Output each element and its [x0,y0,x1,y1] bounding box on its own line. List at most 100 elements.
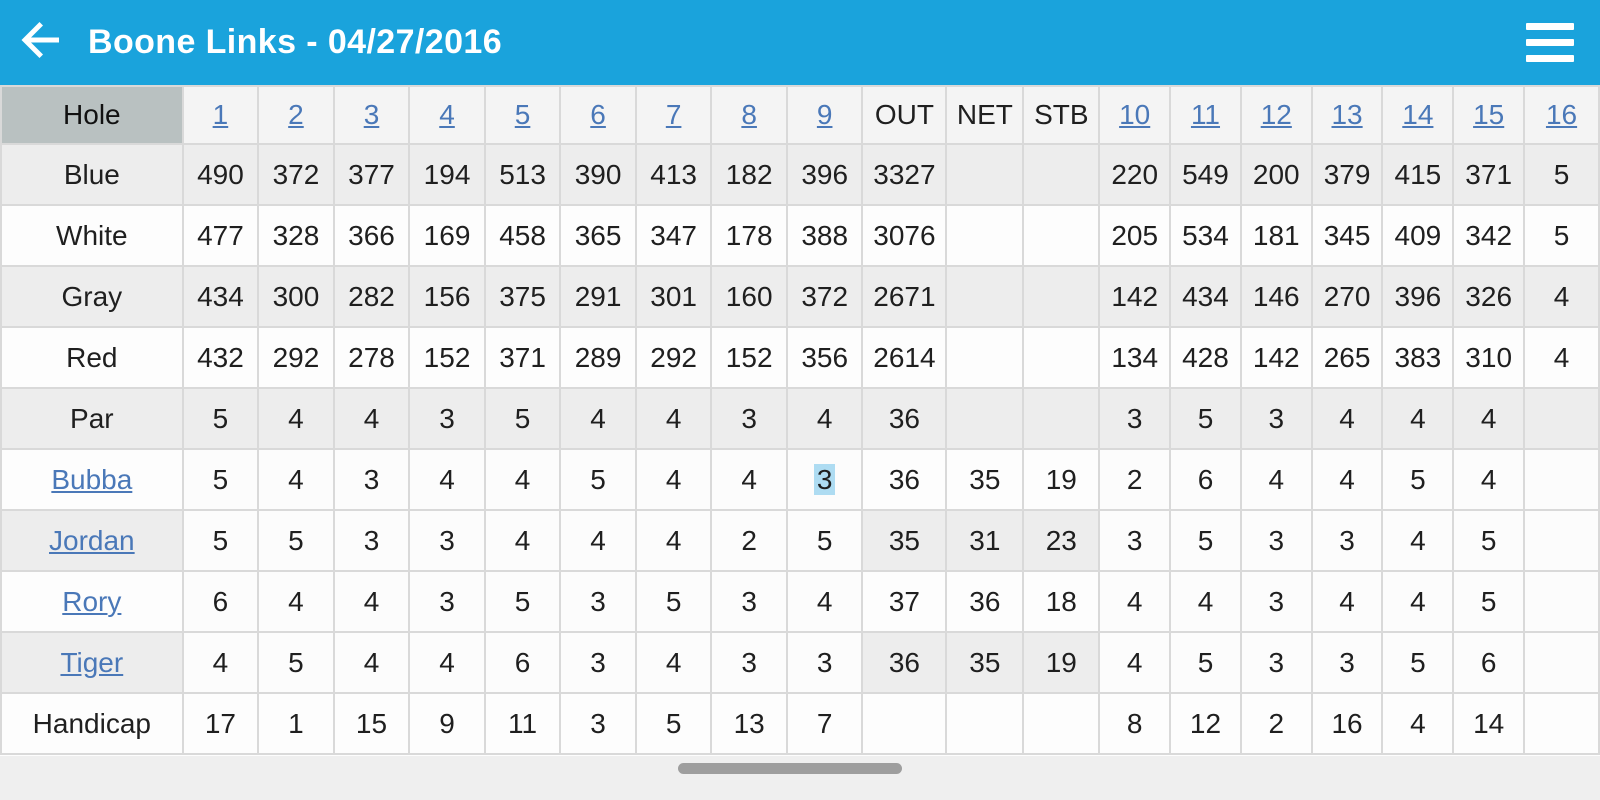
hole-header-link-5[interactable]: 5 [514,99,531,130]
hole-header-link-12[interactable]: 12 [1260,99,1292,130]
score-cell-tiger-hole-8[interactable]: 3 [710,631,788,694]
hole-header-link-8[interactable]: 8 [741,99,757,130]
score-cell-tiger-hole-1[interactable]: 4 [181,631,260,694]
score-cell-rory-hole-8[interactable]: 3 [710,570,788,633]
score-cell-tiger-hole-13[interactable]: 3 [1310,631,1384,694]
score-cell-tiger-hole-9[interactable]: 3 [785,631,864,694]
score-cell-rory-hole-7[interactable]: 5 [634,570,713,633]
back-button[interactable] [6,0,76,85]
hole-header-link-7[interactable]: 7 [665,99,682,130]
score-cell-rory-hole-15[interactable]: 5 [1452,570,1526,633]
score-cell-jordan-hole-4[interactable]: 3 [408,509,486,572]
hole-header-link-4[interactable]: 4 [439,99,455,130]
score-cell-rory-hole-6[interactable]: 3 [559,570,637,633]
score-cell-tiger-hole-6[interactable]: 3 [559,631,637,694]
score-cell-bubba-hole-7[interactable]: 4 [634,448,713,511]
score-cell-tiger-hole-15[interactable]: 6 [1452,631,1526,694]
score-cell-jordan-hole-10[interactable]: 3 [1098,509,1172,572]
score-cell-tiger-hole-16[interactable] [1523,631,1600,694]
score-cell-jordan-hole-16[interactable] [1523,509,1600,572]
cell-red-h12: 142 [1239,326,1313,389]
player-name-link-rory[interactable]: Rory [62,585,122,617]
horizontal-scrollbar-track[interactable] [0,756,1600,800]
score-cell-bubba-hole-1[interactable]: 5 [181,448,260,511]
score-cell-tiger-hole-3[interactable]: 4 [332,631,411,694]
score-cell-rory-hole-1[interactable]: 6 [181,570,260,633]
score-cell-tiger-hole-7[interactable]: 4 [634,631,713,694]
score-cell-jordan-hole-14[interactable]: 4 [1381,509,1455,572]
score-cell-tiger-hole-5[interactable]: 6 [483,631,562,694]
score-cell-bubba-hole-8[interactable]: 4 [710,448,788,511]
score-cell-rory-hole-3[interactable]: 4 [332,570,411,633]
menu-button[interactable] [1526,13,1574,73]
scorecard-scroll-area[interactable]: Hole 1 2 3 4 5 6 7 8 9 OUT NET STB 10 11 12 13 14 15 16 Blue… [0,85,1600,756]
score-cell-rory-hole-5[interactable]: 5 [483,570,562,633]
hole-header-link-11[interactable]: 11 [1190,99,1221,130]
hole-header-link-16[interactable]: 16 [1545,99,1578,130]
cell-rory-stb: 18 [1022,570,1101,633]
score-cell-tiger-hole-14[interactable]: 5 [1381,631,1455,694]
hole-header-link-15[interactable]: 15 [1473,99,1505,130]
score-cell-bubba-hole-16[interactable] [1523,448,1600,511]
score-cell-bubba-hole-10[interactable]: 2 [1098,448,1172,511]
score-cell-bubba-hole-4[interactable]: 4 [408,448,486,511]
score-cell-bubba-hole-6[interactable]: 5 [559,448,637,511]
score-cell-rory-hole-16[interactable] [1523,570,1600,633]
score-cell-jordan-hole-8[interactable]: 2 [710,509,788,572]
cell-par-h2: 4 [257,387,335,450]
score-cell-bubba-hole-3[interactable]: 3 [332,448,411,511]
player-name-link-tiger[interactable]: Tiger [60,646,124,678]
hole-header-link-13[interactable]: 13 [1331,99,1363,130]
score-cell-bubba-hole-12[interactable]: 4 [1239,448,1313,511]
cell-par-stb [1022,387,1101,450]
score-cell-tiger-hole-10[interactable]: 4 [1098,631,1172,694]
score-cell-tiger-hole-12[interactable]: 3 [1239,631,1313,694]
score-cell-rory-hole-13[interactable]: 4 [1310,570,1384,633]
score-cell-jordan-hole-11[interactable]: 5 [1169,509,1242,572]
score-cell-rory-hole-10[interactable]: 4 [1098,570,1172,633]
score-cell-bubba-hole-14[interactable]: 5 [1381,448,1455,511]
score-cell-bubba-hole-2[interactable]: 4 [257,448,335,511]
hole-header-link-6[interactable]: 6 [590,99,606,130]
score-cell-bubba-hole-11[interactable]: 6 [1169,448,1242,511]
score-cell-bubba-hole-9[interactable]: 3 [785,448,864,511]
score-cell-bubba-hole-15[interactable]: 4 [1452,448,1526,511]
hole-header-link-14[interactable]: 14 [1402,99,1434,130]
cell-par-h7: 4 [634,387,713,450]
score-cell-tiger-hole-4[interactable]: 4 [408,631,486,694]
score-cell-rory-hole-12[interactable]: 3 [1239,570,1313,633]
corner-header-hole: Hole [0,85,184,145]
score-cell-bubba-hole-5[interactable]: 4 [483,448,562,511]
player-name-link-jordan[interactable]: Jordan [49,524,135,556]
score-cell-bubba-hole-13[interactable]: 4 [1310,448,1384,511]
score-cell-rory-hole-2[interactable]: 4 [257,570,335,633]
score-cell-rory-hole-14[interactable]: 4 [1381,570,1455,633]
score-cell-tiger-hole-2[interactable]: 5 [257,631,335,694]
hole-header-link-1[interactable]: 1 [212,99,229,130]
score-cell-jordan-hole-5[interactable]: 4 [483,509,562,572]
row-label-bubba: Bubba [0,448,184,511]
cell-blue-net [945,143,1025,206]
column-header-hole-1: 1 [181,85,260,145]
score-cell-jordan-hole-1[interactable]: 5 [181,509,260,572]
score-cell-jordan-hole-12[interactable]: 3 [1239,509,1313,572]
cell-handicap-h8: 13 [710,692,788,755]
score-cell-rory-hole-11[interactable]: 4 [1169,570,1242,633]
score-cell-jordan-hole-3[interactable]: 3 [332,509,411,572]
score-cell-rory-hole-9[interactable]: 4 [785,570,864,633]
score-cell-tiger-hole-11[interactable]: 5 [1169,631,1242,694]
hole-header-link-9[interactable]: 9 [816,99,833,130]
hole-header-link-2[interactable]: 2 [288,99,304,130]
player-name-link-bubba[interactable]: Bubba [51,463,133,495]
score-cell-rory-hole-4[interactable]: 3 [408,570,486,633]
hole-header-link-3[interactable]: 3 [363,99,380,130]
score-cell-jordan-hole-7[interactable]: 4 [634,509,713,572]
hole-header-link-10[interactable]: 10 [1119,99,1151,130]
score-cell-jordan-hole-2[interactable]: 5 [257,509,335,572]
cell-handicap-out [861,692,948,755]
horizontal-scrollbar-thumb[interactable] [678,763,902,774]
score-cell-jordan-hole-9[interactable]: 5 [785,509,864,572]
score-cell-jordan-hole-13[interactable]: 3 [1310,509,1384,572]
score-cell-jordan-hole-15[interactable]: 5 [1452,509,1526,572]
score-cell-jordan-hole-6[interactable]: 4 [559,509,637,572]
